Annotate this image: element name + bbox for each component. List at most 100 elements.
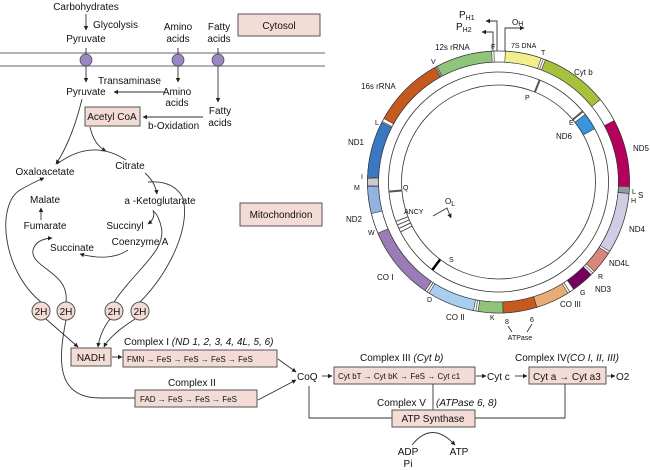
amino-acid-transporter-icon <box>171 53 185 67</box>
2h-to-nadh-arrow <box>45 318 79 348</box>
acetyl-coa-to-citrate-arrow <box>89 126 107 152</box>
trna-e-tick <box>572 110 584 121</box>
cytosol-amino-acids-label-2: acids <box>166 34 189 45</box>
trna-l-label: L <box>375 120 379 127</box>
gene-arc-7s-dna <box>504 50 542 69</box>
gene-arc-12s-rrna <box>436 50 493 77</box>
nadh-box: NADH <box>70 347 112 367</box>
gene-label-co-i: CO I <box>377 273 393 282</box>
2h-to-fad-line <box>61 319 135 399</box>
nadh-label: NADH <box>77 353 105 364</box>
gene-label-7s-dna: 7S DNA <box>511 43 537 50</box>
trna-ancy-tick <box>395 216 409 222</box>
gene-label-16s-rrna: 16s rRNA <box>361 82 396 91</box>
gene-label-nd5: ND5 <box>633 144 650 153</box>
gene-arc-nd2 <box>367 185 383 215</box>
ph2-label: PH2 <box>456 22 472 34</box>
light-strand-inner-circle <box>401 84 596 280</box>
trna-e-label: E <box>569 120 574 127</box>
amino-acids-label-1: Amino <box>163 87 192 98</box>
complex5-title: Complex V <box>377 398 426 409</box>
succinate-dehydrogenase-loop <box>32 236 67 303</box>
malate-label: Malate <box>30 195 60 206</box>
mitochondrion-box: Mitochondrion <box>239 202 323 227</box>
ol-origin-arrow <box>432 207 452 219</box>
cyt-c-label: Cyt c <box>487 372 510 383</box>
trna-w-label: W <box>368 230 375 237</box>
complex4-chain: Cyt a → Cyt a3 <box>533 372 601 383</box>
trna-d-tick <box>426 282 434 293</box>
gene-label-nd6: ND6 <box>556 132 573 141</box>
trna-p-label: P <box>525 95 530 102</box>
trna-s-tick <box>431 258 442 271</box>
trna-r-tick <box>584 265 594 274</box>
pyruvate-transporter-icon <box>79 53 93 67</box>
trna-m-label: M <box>354 185 360 192</box>
complex3-title: Complex III (Cyt b) <box>360 353 443 364</box>
trna-t-label: T <box>541 50 546 57</box>
ph1-label: PH1 <box>459 10 475 22</box>
trna-p-tick <box>533 79 541 93</box>
gene-arc-16s-rrna <box>383 67 441 125</box>
gene-label-nd3: ND3 <box>595 285 612 294</box>
succinate-label: Succinate <box>50 243 94 254</box>
trna-im-band <box>367 178 379 186</box>
2h-label: 2H <box>134 307 147 318</box>
reducing-equivalent-2h-1: 2H <box>31 301 51 321</box>
trna-f-label: F <box>491 44 495 51</box>
trna-g-label: G <box>580 290 585 297</box>
gene-label-co-ii: CO II <box>446 313 465 322</box>
gene-arc-nd4l <box>585 246 609 272</box>
trna-q-tick <box>388 189 402 193</box>
cytosol-box: Cytosol <box>237 13 321 37</box>
gene-arc-co-ii <box>428 283 476 311</box>
gene-arc-nd4 <box>599 192 630 252</box>
trna-ancy-tick <box>397 219 410 226</box>
reducing-equivalent-2h-4: 2H <box>130 301 150 321</box>
trna-l-label: L <box>632 189 636 196</box>
trna-k-tick <box>475 300 479 312</box>
trna-s-label: S <box>638 191 643 200</box>
gene-label-atpase-8: 8 <box>505 319 509 326</box>
ketoglutarate-to-succinyl-arrow <box>147 209 155 225</box>
trna-t-tick <box>539 58 544 70</box>
ketoglutarate-label: a -Ketoglutarate <box>124 196 196 207</box>
oxaloacetate-citrate-arc <box>56 149 127 165</box>
succinyl-to-succinate-arrow <box>79 249 129 258</box>
cytosol-fatty-acids-label-2: acids <box>207 34 230 45</box>
carbohydrates-label: Carbohydrates <box>53 2 119 13</box>
cytosol-amino-acids-label-1: Amino <box>164 22 193 33</box>
malate-dehydrogenase-loop <box>5 177 45 303</box>
complex2-to-coq-arrow <box>257 379 297 401</box>
gene-label-co-iii: CO III <box>560 300 581 309</box>
trna-g-tick <box>563 282 571 293</box>
fatty-acid-transporter-icon <box>211 53 225 67</box>
gene-arc-cyt-b <box>541 59 601 107</box>
gene-arc-co-i <box>377 228 432 292</box>
trna-v-tick <box>435 66 442 77</box>
complex2-chain: FAD → FeS → FeS → FeS <box>140 395 237 404</box>
isocitrate-dehydrogenase-loop <box>139 181 186 303</box>
2h-label: 2H <box>108 307 121 318</box>
complex4-chain-box: Cyt a → Cyt a3 <box>528 366 607 385</box>
trna-q-label: Q <box>403 185 409 192</box>
2h-label: 2H <box>60 307 73 318</box>
2h-label: 2H <box>35 307 48 318</box>
mtdna-map <box>367 50 630 314</box>
trna-k-label: K <box>490 315 495 322</box>
oxaloacetate-label: Oxaloacetate <box>16 167 75 178</box>
trna-ls-band <box>617 185 630 194</box>
acetyl-coa-label: Acetyl CoA <box>87 112 137 123</box>
gene-label-nd4l: ND4L <box>609 259 630 268</box>
citrate-to-ketoglutarate-arrow <box>144 172 159 195</box>
oh-label: OH <box>512 18 523 28</box>
adp-label: ADP <box>398 447 419 458</box>
trna-r-label: R <box>598 274 603 281</box>
trna-v-label: V <box>431 59 436 66</box>
trna-l-tick <box>382 121 393 127</box>
complex3-chain-box: Cyt bT → Cyt bK → FeS → Cyt c1 <box>333 366 476 385</box>
oh-origin-arrow <box>504 25 525 51</box>
2h-to-nadh-arrow <box>96 318 111 348</box>
fatty-acids-label-1: Fatty <box>209 106 231 117</box>
